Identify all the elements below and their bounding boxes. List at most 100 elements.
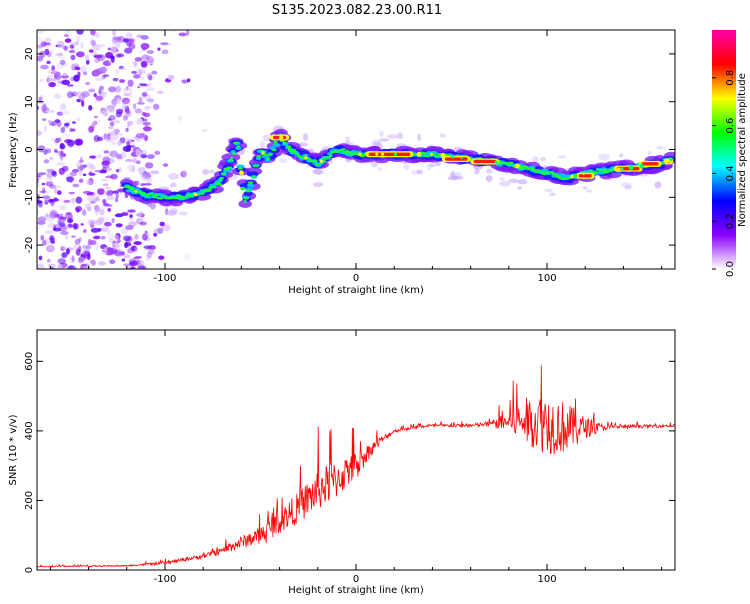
heatmap-noise-blob xyxy=(94,204,100,213)
heatmap-noise-blob xyxy=(56,162,66,166)
heatmap-noise-blob xyxy=(141,54,150,60)
heatmap-noise-blob xyxy=(60,230,69,236)
heatmap-noise-blob xyxy=(59,153,64,161)
heatmap-noise-blob xyxy=(115,49,119,52)
heatmap-faint-blob xyxy=(298,142,310,147)
heatmap-noise-blob xyxy=(122,100,131,107)
heatmap-ridge-blob xyxy=(285,145,292,148)
heatmap-ridge-blob xyxy=(226,166,233,169)
snr-x-axis-label: Height of straight line (km) xyxy=(288,585,424,596)
heatmap-noise-blob xyxy=(59,222,66,227)
heatmap-noise-blob xyxy=(78,169,83,177)
heatmap-noise-blob xyxy=(184,253,190,261)
heatmap-noise-blob xyxy=(43,159,50,164)
heatmap-noise-blob xyxy=(81,91,90,98)
heatmap-ridge-blob xyxy=(544,171,548,174)
heatmap-noise-blob xyxy=(59,213,64,220)
heatmap-ridge-blob xyxy=(540,168,549,173)
heatmap-noise-blob xyxy=(75,196,83,204)
heatmap-noise-blob xyxy=(96,154,103,159)
heatmap-noise-blob xyxy=(108,234,114,240)
heatmap-noise-blob xyxy=(72,183,80,188)
heatmap-ridge-blob xyxy=(247,181,254,184)
heatmap-noise-blob xyxy=(148,74,153,81)
heatmap-noise-blob xyxy=(44,212,49,218)
heatmap-noise-blob xyxy=(100,226,109,232)
heatmap-speckle xyxy=(505,162,509,165)
heatmap-noise-blob xyxy=(138,70,143,76)
heatmap-noise-blob xyxy=(75,40,80,46)
heatmap-noise-blob xyxy=(140,77,145,81)
heatmap-x-axis-label: Height of straight line (km) xyxy=(288,285,424,296)
heatmap-noise-blob xyxy=(95,95,104,101)
heatmap-noise-blob xyxy=(127,209,136,213)
heatmap-noise-blob xyxy=(69,44,74,49)
heatmap-noise-blob xyxy=(82,209,87,216)
heatmap-ridge-blob xyxy=(297,155,303,158)
heatmap-faint-blob xyxy=(624,185,632,190)
heatmap-noise-blob xyxy=(84,203,92,209)
heatmap-noise-blob xyxy=(39,78,43,82)
heatmap-noise-blob xyxy=(93,115,99,119)
heatmap-ridge-blob xyxy=(273,140,278,144)
heatmap-noise-blob xyxy=(157,47,161,51)
heatmap-ridge-blob xyxy=(518,166,525,170)
heatmap-speckle xyxy=(430,152,434,156)
heatmap-noise-blob xyxy=(119,191,124,195)
heatmap-speckle xyxy=(508,162,512,166)
heatmap-faint-blob xyxy=(312,168,323,175)
heatmap-noise-blob xyxy=(70,54,76,61)
heatmap-noise-blob xyxy=(93,54,103,59)
heatmap-noise-blob xyxy=(139,221,147,226)
heatmap-ridge-blob xyxy=(236,164,245,169)
heatmap-noise-blob xyxy=(112,30,116,36)
heatmap-faint-blob xyxy=(377,167,383,171)
snr-series xyxy=(37,365,675,568)
heatmap-noise-blob xyxy=(144,230,148,234)
heatmap-noise-blob xyxy=(140,60,148,68)
heatmap-noise-blob xyxy=(106,196,115,201)
heatmap-noise-blob xyxy=(136,118,144,125)
heatmap-ridge-blob xyxy=(238,199,252,209)
heatmap-noise-blob xyxy=(66,139,75,147)
heatmap-noise-blob xyxy=(96,196,100,199)
heatmap-noise-blob xyxy=(131,236,137,242)
heatmap-noise-blob xyxy=(47,78,57,82)
heatmap-ridge-blob xyxy=(445,153,450,157)
heatmap-speckle xyxy=(573,173,578,178)
heatmap-noise-blob xyxy=(142,121,151,126)
heatmap-y-tick-label: 20 xyxy=(24,48,35,61)
heatmap-noise-blob xyxy=(64,212,73,220)
heatmap-noise-blob xyxy=(38,96,42,102)
heatmap-ridge-blob xyxy=(315,163,320,166)
heatmap-noise-blob xyxy=(69,127,73,133)
heatmap-faint-blob xyxy=(314,169,324,175)
heatmap-faint-blob xyxy=(486,168,493,175)
heatmap-faint-blob xyxy=(654,181,662,189)
heatmap-noise-blob xyxy=(85,82,90,85)
heatmap-noise-blob xyxy=(90,200,96,204)
heatmap-faint-blob xyxy=(558,155,567,159)
heatmap-noise-blob xyxy=(74,238,81,245)
heatmap-noise-blob xyxy=(115,111,123,118)
heatmap-ridge-blob xyxy=(597,169,604,172)
heatmap-speckle xyxy=(279,135,284,140)
heatmap-noise-blob xyxy=(86,194,96,202)
heatmap-noise-blob xyxy=(37,36,45,44)
heatmap-speckle xyxy=(620,167,624,171)
heatmap-noise-blob xyxy=(170,30,176,33)
heatmap-ridge-blob xyxy=(329,154,333,158)
heatmap-noise-blob xyxy=(129,261,138,267)
heatmap-x-tick-label: 0 xyxy=(353,273,359,284)
snr-line xyxy=(37,365,675,568)
heatmap-noise-blob xyxy=(66,91,74,99)
heatmap-noise-blob xyxy=(49,237,55,242)
heatmap-faint-blob xyxy=(498,180,511,187)
heatmap-speckle xyxy=(218,177,223,182)
heatmap-noise-blob xyxy=(121,97,130,105)
heatmap-noise-blob xyxy=(98,44,106,47)
heatmap-noise-blob xyxy=(89,155,96,159)
heatmap-faint-blob xyxy=(262,134,271,142)
heatmap-noise-blob xyxy=(46,109,56,113)
